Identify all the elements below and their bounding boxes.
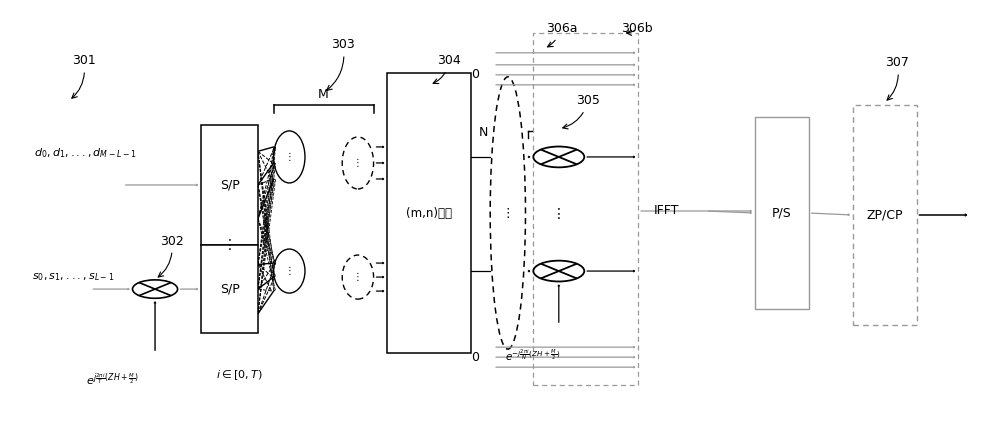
Text: ⋮: ⋮ (353, 158, 363, 168)
Text: 302: 302 (158, 235, 184, 277)
Text: $e^{j\frac{2\pi i}{T}(ZH+\frac{M}{2})}$: $e^{j\frac{2\pi i}{T}(ZH+\frac{M}{2})}$ (86, 371, 139, 387)
Text: ZP/CP: ZP/CP (866, 208, 903, 222)
Bar (201, 125, 258, 245)
Text: 303: 303 (327, 38, 355, 90)
Text: 0: 0 (472, 351, 480, 364)
Text: $s_0,s_1,...,s_{L-1}$: $s_0,s_1,...,s_{L-1}$ (32, 271, 114, 283)
Text: M: M (318, 88, 329, 101)
Text: ⋮: ⋮ (353, 272, 363, 282)
Text: 307: 307 (885, 56, 909, 100)
Text: $e^{-j\frac{2\pi i}{N}(ZH+\frac{M}{2})}$: $e^{-j\frac{2\pi i}{N}(ZH+\frac{M}{2})}$ (505, 347, 560, 363)
Text: $d_0,d_1,...,d_{M-L-1}$: $d_0,d_1,...,d_{M-L-1}$ (34, 146, 137, 160)
Text: S/P: S/P (220, 178, 239, 191)
Text: (m,n)插值: (m,n)插值 (406, 207, 452, 219)
Text: IFFT: IFFT (654, 204, 679, 218)
Text: S/P: S/P (220, 282, 239, 296)
Text: 301: 301 (72, 55, 95, 98)
Text: 305: 305 (563, 95, 600, 129)
Bar (755, 117, 809, 309)
Bar (533, 33, 638, 385)
Text: ⋮: ⋮ (284, 152, 294, 162)
Text: ⋮: ⋮ (552, 207, 566, 221)
Text: $i\in[0,T)$: $i\in[0,T)$ (216, 368, 262, 382)
Text: P/S: P/S (772, 207, 792, 219)
Text: ⋮: ⋮ (223, 238, 236, 252)
Bar (853, 105, 916, 325)
Text: 306b: 306b (621, 22, 653, 35)
Text: ⋮: ⋮ (284, 266, 294, 276)
Text: 0: 0 (472, 68, 480, 81)
Text: ⋮: ⋮ (502, 207, 514, 219)
Text: N: N (479, 127, 488, 139)
Text: 306a: 306a (546, 22, 577, 47)
Text: 304: 304 (433, 55, 461, 83)
Bar (387, 73, 471, 353)
Bar (201, 245, 258, 333)
